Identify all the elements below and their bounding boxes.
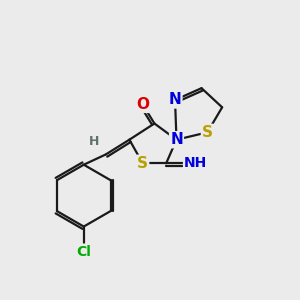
Text: O: O (136, 97, 149, 112)
Text: Cl: Cl (76, 244, 91, 259)
Text: S: S (202, 125, 213, 140)
Text: NH: NH (184, 156, 207, 170)
Text: H: H (89, 135, 99, 148)
Text: N: N (170, 132, 183, 147)
Text: S: S (137, 156, 148, 171)
Text: N: N (169, 92, 182, 107)
